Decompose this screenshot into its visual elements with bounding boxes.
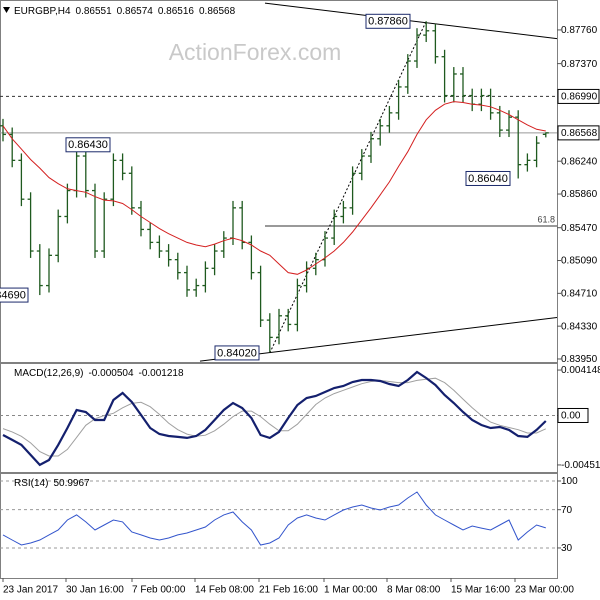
y-tick-label: -0.004516: [561, 460, 600, 471]
series-line: [2, 491, 546, 546]
x-tick-label: 8 Mar 08:00: [387, 585, 441, 596]
x-tick-label: 23 Mar 00:00: [515, 585, 574, 596]
zero-box: [557, 407, 589, 423]
annotation-box: [65, 137, 111, 153]
y-tick-label: 0.004148: [561, 365, 600, 376]
y-tick-label: 70: [561, 505, 573, 516]
swing-line: [269, 21, 427, 354]
annotation-label: 0.84020: [217, 347, 257, 359]
panel-frame: [0, 473, 558, 579]
x-tick-label: 21 Feb 16:00: [259, 585, 318, 596]
panel-header: EURGBP,H4 0.86551 0.86574 0.86516 0.86568: [14, 6, 236, 17]
annotation-label: 0.86430: [68, 139, 108, 151]
fib-label: 61.8: [537, 214, 555, 224]
annotation-label: 0.84690: [0, 289, 26, 301]
x-tick-label: 14 Feb 08:00: [195, 585, 254, 596]
y-tick-label: 0.85860: [561, 189, 598, 200]
annotation-box: [214, 345, 260, 361]
price-box: [557, 125, 600, 141]
annotation-box: [365, 13, 411, 29]
price-label: 0.86568: [561, 128, 598, 139]
y-tick-label: 0.83950: [561, 354, 598, 365]
annotation-label: 0.86040: [468, 173, 508, 185]
y-tick-label: 0.84330: [561, 321, 598, 332]
header-value: 0.86568: [199, 6, 236, 17]
x-tick-label: 15 Mar 16:00: [451, 585, 510, 596]
annotation-label: 0.87860: [368, 16, 408, 28]
panel: [0, 480, 557, 549]
header-icon: [3, 7, 10, 13]
y-tick-label: 0.85470: [561, 223, 598, 234]
x-tick-label: 1 Mar 00:00: [324, 585, 378, 596]
panel-header: RSI(14) 50.9967: [14, 478, 90, 489]
watermark: ActionForex.com: [169, 39, 342, 65]
annotation-box: [0, 287, 29, 303]
header-title: MACD(12,26,9): [14, 368, 83, 379]
y-tick-label: 0.84710: [561, 288, 598, 299]
moving-average: [2, 101, 546, 275]
header-value: -0.000504: [88, 368, 133, 379]
header-value: 0.86516: [158, 6, 195, 17]
y-tick-label: 100: [561, 476, 578, 487]
header-title: EURGBP,H4: [14, 6, 71, 17]
panel-header: MACD(12,26,9) -0.000504 -0.001218: [14, 368, 184, 379]
header-value: 0.86574: [117, 6, 154, 17]
resistance-box: [557, 88, 600, 104]
y-tick-label: 0.87370: [561, 59, 598, 70]
y-tick-label: 30: [561, 543, 573, 554]
panel: ActionForex.com 61.8: [0, 2, 557, 362]
trendline: [264, 2, 557, 40]
y-tick-label: 0.87760: [561, 25, 598, 36]
y-tick-label: 0.86240: [561, 156, 598, 167]
panel-frame: [0, 0, 558, 363]
y-tick-label: 0.00: [561, 411, 581, 422]
resistance-label: 0.86990: [561, 92, 598, 103]
series-line: [2, 370, 547, 467]
x-tick-label: 7 Feb 00:00: [132, 585, 186, 596]
header-value: 50.9967: [53, 478, 90, 489]
annotation-box: [465, 170, 511, 186]
header-value: 0.86551: [76, 6, 113, 17]
x-tick-label: 23 Jan 2017: [3, 585, 58, 596]
header-value: -0.001218: [139, 368, 184, 379]
panel: [0, 370, 557, 467]
y-tick-label: 0.85090: [561, 256, 598, 267]
x-tick-label: 30 Jan 16:00: [66, 585, 124, 596]
header-title: RSI(14): [14, 478, 48, 489]
